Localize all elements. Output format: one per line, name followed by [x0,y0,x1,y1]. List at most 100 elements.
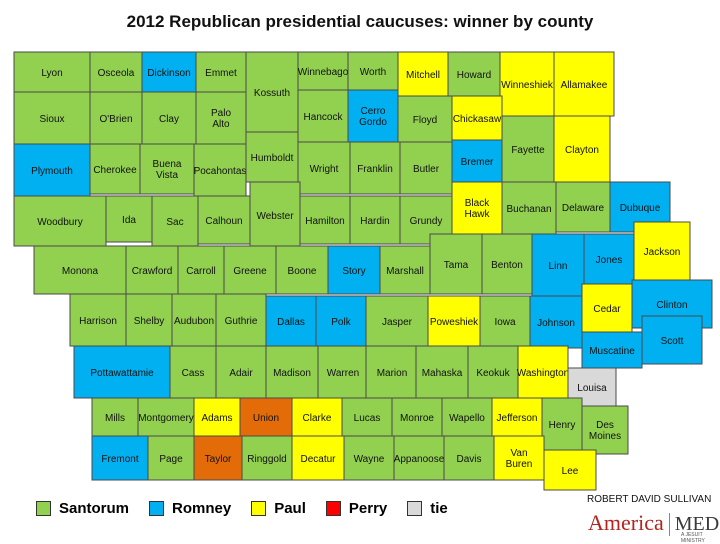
county-label-greene: Greene [233,266,267,277]
county-label-polk: Polk [331,317,351,328]
county-shape-jones [583,233,635,285]
county-shape-mahaska [415,345,469,399]
county-label-union: Union [253,413,279,424]
county-shape-polk [315,295,367,347]
county-label-johnson: Johnson [537,318,575,329]
county-shape-palo-alto [195,91,247,145]
county-shape-crawford [125,245,179,295]
county-winnebago: Winnebago [297,51,349,91]
county-label-floyd: Floyd [413,115,437,126]
county-label-jefferson: Jefferson [497,413,538,424]
county-label-montgomery: Montgomery [138,413,194,424]
county-fremont: Fremont [91,435,149,481]
county-label-iowa: Iowa [494,317,516,328]
county-poweshiek: Poweshiek [427,295,481,347]
county-shape-o-brien [89,91,143,145]
county-harrison: Harrison [69,293,127,347]
brand-tagline: A JESUIT MINISTRY [681,532,705,544]
county-label-washington: Washington [517,368,569,379]
county-marion: Marion [365,345,419,399]
county-label-grundy: Grundy [410,216,443,227]
county-shape-allamakee [553,51,615,117]
county-jefferson: Jefferson [491,397,543,437]
county-polk: Polk [315,295,367,347]
county-label-van-buren: Van Buren [506,448,533,470]
county-label-henry: Henry [549,420,576,431]
county-calhoun: Calhoun [197,195,251,245]
county-shape-jackson [633,221,691,281]
county-label-audubon: Audubon [174,316,214,327]
county-allamakee: Allamakee [553,51,615,117]
county-humboldt: Humboldt [245,131,299,183]
county-label-pocahontas: Pocahontas [194,166,247,177]
county-label-carroll: Carroll [186,266,215,277]
county-shape-dallas [265,295,317,347]
county-label-fayette: Fayette [511,145,545,156]
county-shape-muscatine [581,331,643,369]
county-davis: Davis [443,435,495,481]
county-carroll: Carroll [177,245,225,295]
county-sac: Sac [151,195,199,247]
county-label-tama: Tama [444,260,469,271]
county-shape-wayne [343,435,395,481]
county-shape-clay [141,91,197,145]
county-jasper: Jasper [365,295,429,347]
county-plymouth: Plymouth [13,143,91,197]
county-label-keokuk: Keokuk [476,368,510,379]
county-label-benton: Benton [491,260,523,271]
county-cedar: Cedar [581,283,633,333]
county-shape-wapello [441,397,493,437]
county-label-lee: Lee [562,466,579,477]
county-shape-buchanan [501,181,557,235]
county-iowa: Iowa [479,295,531,347]
county-label-appanoose: Appanoose [394,454,445,465]
county-shape-page [147,435,195,481]
county-label-scott: Scott [661,336,684,347]
county-shape-worth [347,51,399,91]
county-label-clay: Clay [159,114,179,125]
brand-america: America [588,510,664,535]
county-label-clayton: Clayton [565,145,599,156]
county-ida: Ida [105,195,153,243]
county-label-dallas: Dallas [277,317,305,328]
county-adams: Adams [193,397,241,437]
county-shape-lee [543,449,597,491]
county-page: Page [147,435,195,481]
county-label-clinton: Clinton [656,300,687,311]
county-webster: Webster [249,181,301,249]
author-credit: ROBERT DAVID SULLIVAN [587,494,712,505]
county-label-cherokee: Cherokee [93,165,137,176]
county-chickasaw: Chickasaw [451,95,503,141]
county-shape-franklin [349,141,401,195]
county-label-mahaska: Mahaska [422,368,463,379]
county-label-mills: Mills [105,413,125,424]
county-emmet: Emmet [195,51,247,93]
county-label-jasper: Jasper [382,317,413,328]
county-shape-plymouth [13,143,91,197]
county-shape-hardin [349,195,401,245]
county-shape-van-buren [493,435,545,481]
county-shape-monroe [391,397,443,437]
county-shape-harrison [69,293,127,347]
legend-label-santorum: Santorum [59,500,130,517]
county-shape-mitchell [397,51,449,97]
county-appanoose: Appanoose [393,435,445,481]
county-label-des-moines: Des Moines [589,420,621,442]
county-label-jackson: Jackson [644,247,681,258]
county-label-dubuque: Dubuque [620,203,661,214]
county-linn: Linn [531,233,585,297]
county-delaware: Delaware [555,181,611,233]
county-label-delaware: Delaware [562,203,605,214]
county-clarke: Clarke [291,397,343,437]
county-label-franklin: Franklin [357,164,393,175]
county-shape-woodbury [13,195,107,247]
county-label-buena-vista: Buena Vista [153,159,182,181]
county-label-louisa: Louisa [577,383,607,394]
county-shape-pocahontas [193,143,247,197]
america-media-logo: America MEDIA [588,510,720,536]
county-shape-hamilton [299,195,351,245]
county-scott: Scott [641,315,703,365]
county-shape-kossuth [245,51,299,133]
county-shape-floyd [397,95,453,143]
county-label-mitchell: Mitchell [406,70,440,81]
